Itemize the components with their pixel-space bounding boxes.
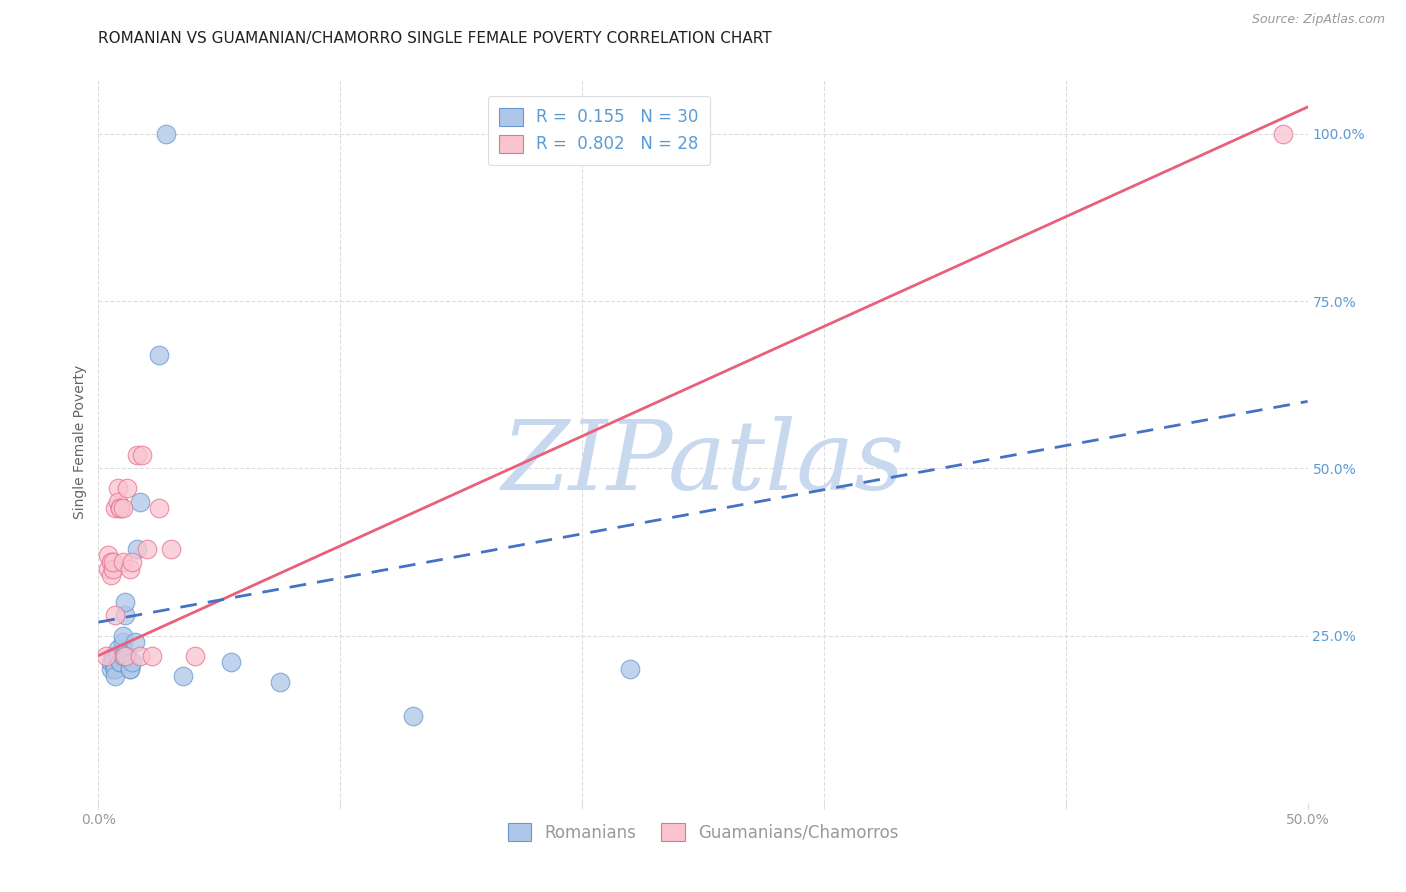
Point bbox=[111, 635, 134, 649]
Point bbox=[100, 662, 122, 676]
Legend: Romanians, Guamanians/Chamorros: Romanians, Guamanians/Chamorros bbox=[501, 817, 905, 848]
Point bbox=[111, 628, 134, 642]
Point bbox=[127, 448, 149, 462]
Point bbox=[101, 648, 124, 663]
Point bbox=[111, 501, 134, 516]
Point bbox=[107, 494, 129, 508]
Point bbox=[104, 669, 127, 683]
Point bbox=[101, 655, 124, 669]
Text: Source: ZipAtlas.com: Source: ZipAtlas.com bbox=[1251, 13, 1385, 27]
Point bbox=[118, 662, 141, 676]
Point bbox=[94, 648, 117, 663]
Point bbox=[141, 648, 163, 663]
Point bbox=[128, 494, 150, 508]
Point bbox=[155, 127, 177, 141]
Point bbox=[114, 608, 136, 623]
Point bbox=[121, 555, 143, 569]
Point bbox=[104, 608, 127, 623]
Point bbox=[104, 501, 127, 516]
Point bbox=[127, 541, 149, 556]
Point bbox=[101, 555, 124, 569]
Point bbox=[100, 555, 122, 569]
Point bbox=[128, 648, 150, 663]
Point bbox=[108, 501, 131, 516]
Point bbox=[117, 482, 139, 496]
Point bbox=[269, 675, 291, 690]
Point bbox=[121, 655, 143, 669]
Point bbox=[108, 655, 131, 669]
Text: ZIPatlas: ZIPatlas bbox=[502, 417, 904, 510]
Point bbox=[104, 662, 127, 676]
Point bbox=[107, 642, 129, 657]
Point bbox=[100, 655, 122, 669]
Point bbox=[131, 448, 153, 462]
Text: ROMANIAN VS GUAMANIAN/CHAMORRO SINGLE FEMALE POVERTY CORRELATION CHART: ROMANIAN VS GUAMANIAN/CHAMORRO SINGLE FE… bbox=[98, 31, 772, 46]
Point bbox=[1272, 127, 1295, 141]
Point bbox=[148, 348, 170, 362]
Y-axis label: Single Female Poverty: Single Female Poverty bbox=[73, 365, 87, 518]
Point bbox=[107, 648, 129, 663]
Point bbox=[114, 648, 136, 663]
Point bbox=[160, 541, 183, 556]
Point bbox=[619, 662, 641, 676]
Point bbox=[107, 482, 129, 496]
Point bbox=[135, 541, 157, 556]
Point bbox=[111, 648, 134, 663]
Point bbox=[100, 568, 122, 582]
Point bbox=[108, 655, 131, 669]
Point bbox=[97, 562, 120, 576]
Point bbox=[118, 562, 141, 576]
Point bbox=[118, 662, 141, 676]
Point bbox=[402, 708, 425, 723]
Point bbox=[108, 501, 131, 516]
Point bbox=[124, 635, 146, 649]
Point bbox=[221, 655, 243, 669]
Point bbox=[101, 562, 124, 576]
Point bbox=[148, 501, 170, 516]
Point bbox=[97, 548, 120, 563]
Point bbox=[172, 669, 194, 683]
Point bbox=[111, 555, 134, 569]
Point bbox=[114, 595, 136, 609]
Point bbox=[117, 648, 139, 663]
Point bbox=[184, 648, 207, 663]
Point bbox=[104, 662, 127, 676]
